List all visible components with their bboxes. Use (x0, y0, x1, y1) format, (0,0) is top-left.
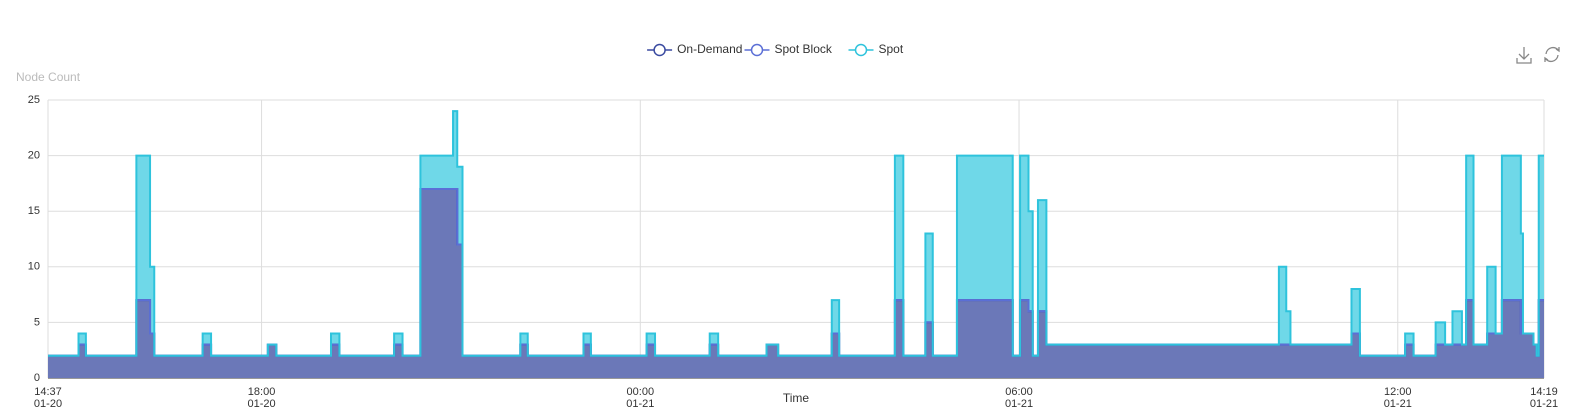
series-line (48, 110, 1544, 357)
x-tick-label: 14:37 (34, 386, 62, 398)
x-tick-label: 01-21 (1384, 398, 1412, 409)
x-tick-label: 12:00 (1384, 386, 1412, 398)
series-area (48, 188, 1544, 356)
x-tick-label: 01-20 (34, 398, 62, 409)
y-tick-label: 15 (28, 205, 40, 217)
y-tick-label: 10 (28, 261, 40, 273)
x-tick-label: 01-21 (626, 398, 654, 409)
series-line (48, 187, 1544, 357)
x-tick-label: 00:00 (627, 386, 655, 398)
legend-item[interactable]: Spot Block (744, 42, 833, 57)
legend-label: On-Demand (677, 42, 742, 56)
x-tick-label: 01-20 (247, 398, 275, 409)
plot-area (48, 110, 1544, 378)
series-area (48, 111, 1544, 356)
y-tick-label: 0 (34, 372, 40, 384)
legend-label: Spot Block (775, 42, 833, 56)
legend-marker (854, 43, 868, 57)
x-axis-label: Time (783, 391, 810, 405)
legend-item[interactable]: On-Demand (647, 42, 742, 57)
refresh-button[interactable] (1544, 46, 1560, 63)
series-area (48, 188, 1544, 378)
y-tick-label: 5 (34, 316, 40, 328)
x-tick-label: 14:19 (1530, 386, 1558, 398)
x-tick-label: 01-21 (1005, 398, 1033, 409)
x-tick-label: 01-21 (1530, 398, 1558, 409)
legend-label: Spot (879, 42, 904, 56)
x-tick-label: 18:00 (248, 386, 276, 398)
series-line (48, 187, 1544, 357)
y-tick-label: 25 (28, 94, 40, 106)
legend-item[interactable]: Spot (848, 42, 904, 57)
legend-marker (750, 43, 764, 57)
legend-marker (653, 43, 666, 57)
x-tick-label: 06:00 (1005, 386, 1033, 398)
y-axis-label: Node Count (16, 70, 81, 84)
y-tick-label: 20 (28, 150, 40, 162)
download-button[interactable] (1516, 47, 1532, 64)
